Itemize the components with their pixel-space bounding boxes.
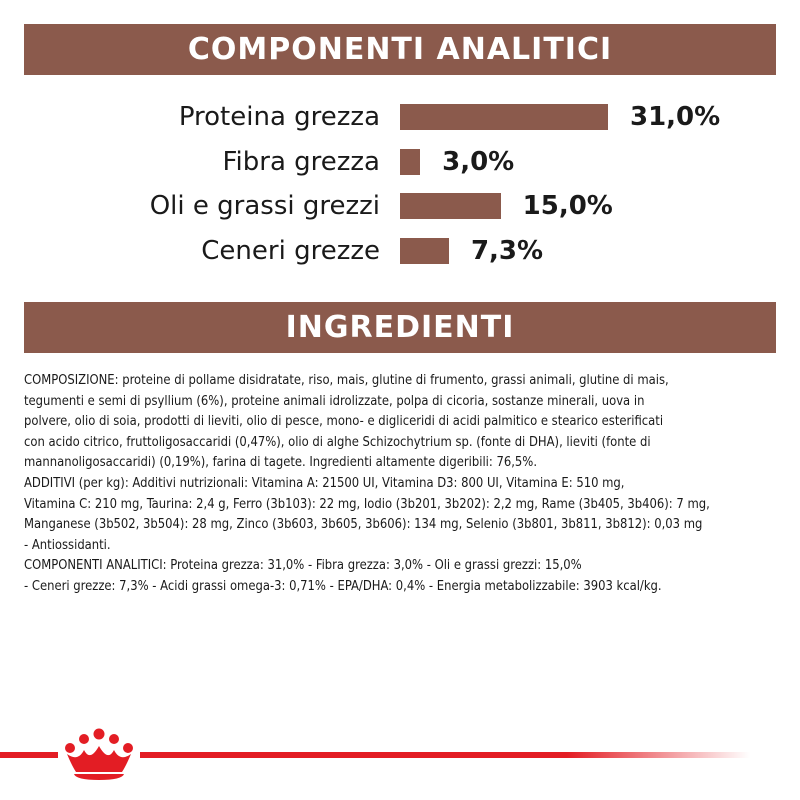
ingredients-text: COMPOSIZIONE: proteine di pollame disidr… — [24, 371, 780, 598]
analytical-value: 7,3% — [470, 235, 544, 266]
analytical-components-banner: COMPONENTI ANALITICI — [24, 24, 776, 75]
analytical-bar — [400, 104, 608, 130]
analytical-value: 3,0% — [442, 146, 515, 177]
ingredients-line: Vitamina C: 210 mg, Taurina: 2,4 g, Ferr… — [24, 496, 710, 512]
ingredients-line: ADDITIVI (per kg): Additivi nutrizionali… — [24, 475, 625, 491]
analytical-label: Ceneri grezze — [201, 235, 380, 266]
ingredients-line: polvere, olio di soia, prodotti di lievi… — [24, 414, 664, 430]
ingredients-banner: INGREDIENTI — [24, 302, 776, 353]
footer-line-left — [0, 752, 58, 758]
ingredients-title: INGREDIENTI — [285, 310, 515, 345]
analytical-value: 31,0% — [630, 102, 721, 132]
crown-icon — [65, 728, 133, 780]
analytical-bar — [400, 148, 421, 175]
analytical-value: 15,0% — [522, 191, 613, 221]
analytical-label: Oli e grassi grezzi — [149, 191, 380, 221]
ingredients-line: COMPONENTI ANALITICI: Proteina grezza: 3… — [24, 558, 582, 574]
ingredients-line: - Antiossidanti. — [24, 537, 111, 553]
analytical-row: Ceneri grezze 7,3% — [0, 231, 800, 275]
ingredients-line: Manganese (3b502, 3b504): 28 mg, Zinco (… — [24, 517, 703, 533]
analytical-bar — [400, 237, 449, 264]
analytical-label: Fibra grezza — [222, 146, 380, 177]
analytical-bar — [400, 193, 501, 219]
ingredients-line: - Ceneri grezze: 7,3% - Acidi grassi ome… — [24, 578, 662, 594]
analytical-components-chart: Proteina grezza 31,0% Fibra grezza 3,0% Oli … — [0, 97, 800, 287]
analytical-row: Oli e grassi grezzi 15,0% — [0, 186, 800, 230]
ingredients-line: con acido citrico, fruttoligosaccaridi (… — [24, 434, 651, 450]
analytical-label: Proteina grezza — [178, 102, 380, 132]
footer-line — [140, 752, 750, 758]
ingredients-line: mannanoligosaccaridi) (0,19%), farina di… — [24, 455, 538, 471]
analytical-row: Proteina grezza 31,0% — [0, 97, 800, 141]
analytical-components-title: COMPONENTI ANALITICI — [187, 32, 613, 67]
ingredients-line: tegumenti e semi di psyllium (6%), prote… — [24, 393, 645, 409]
analytical-row: Fibra grezza 3,0% — [0, 142, 800, 186]
ingredients-line: COMPOSIZIONE: proteine di pollame disidr… — [24, 373, 669, 388]
